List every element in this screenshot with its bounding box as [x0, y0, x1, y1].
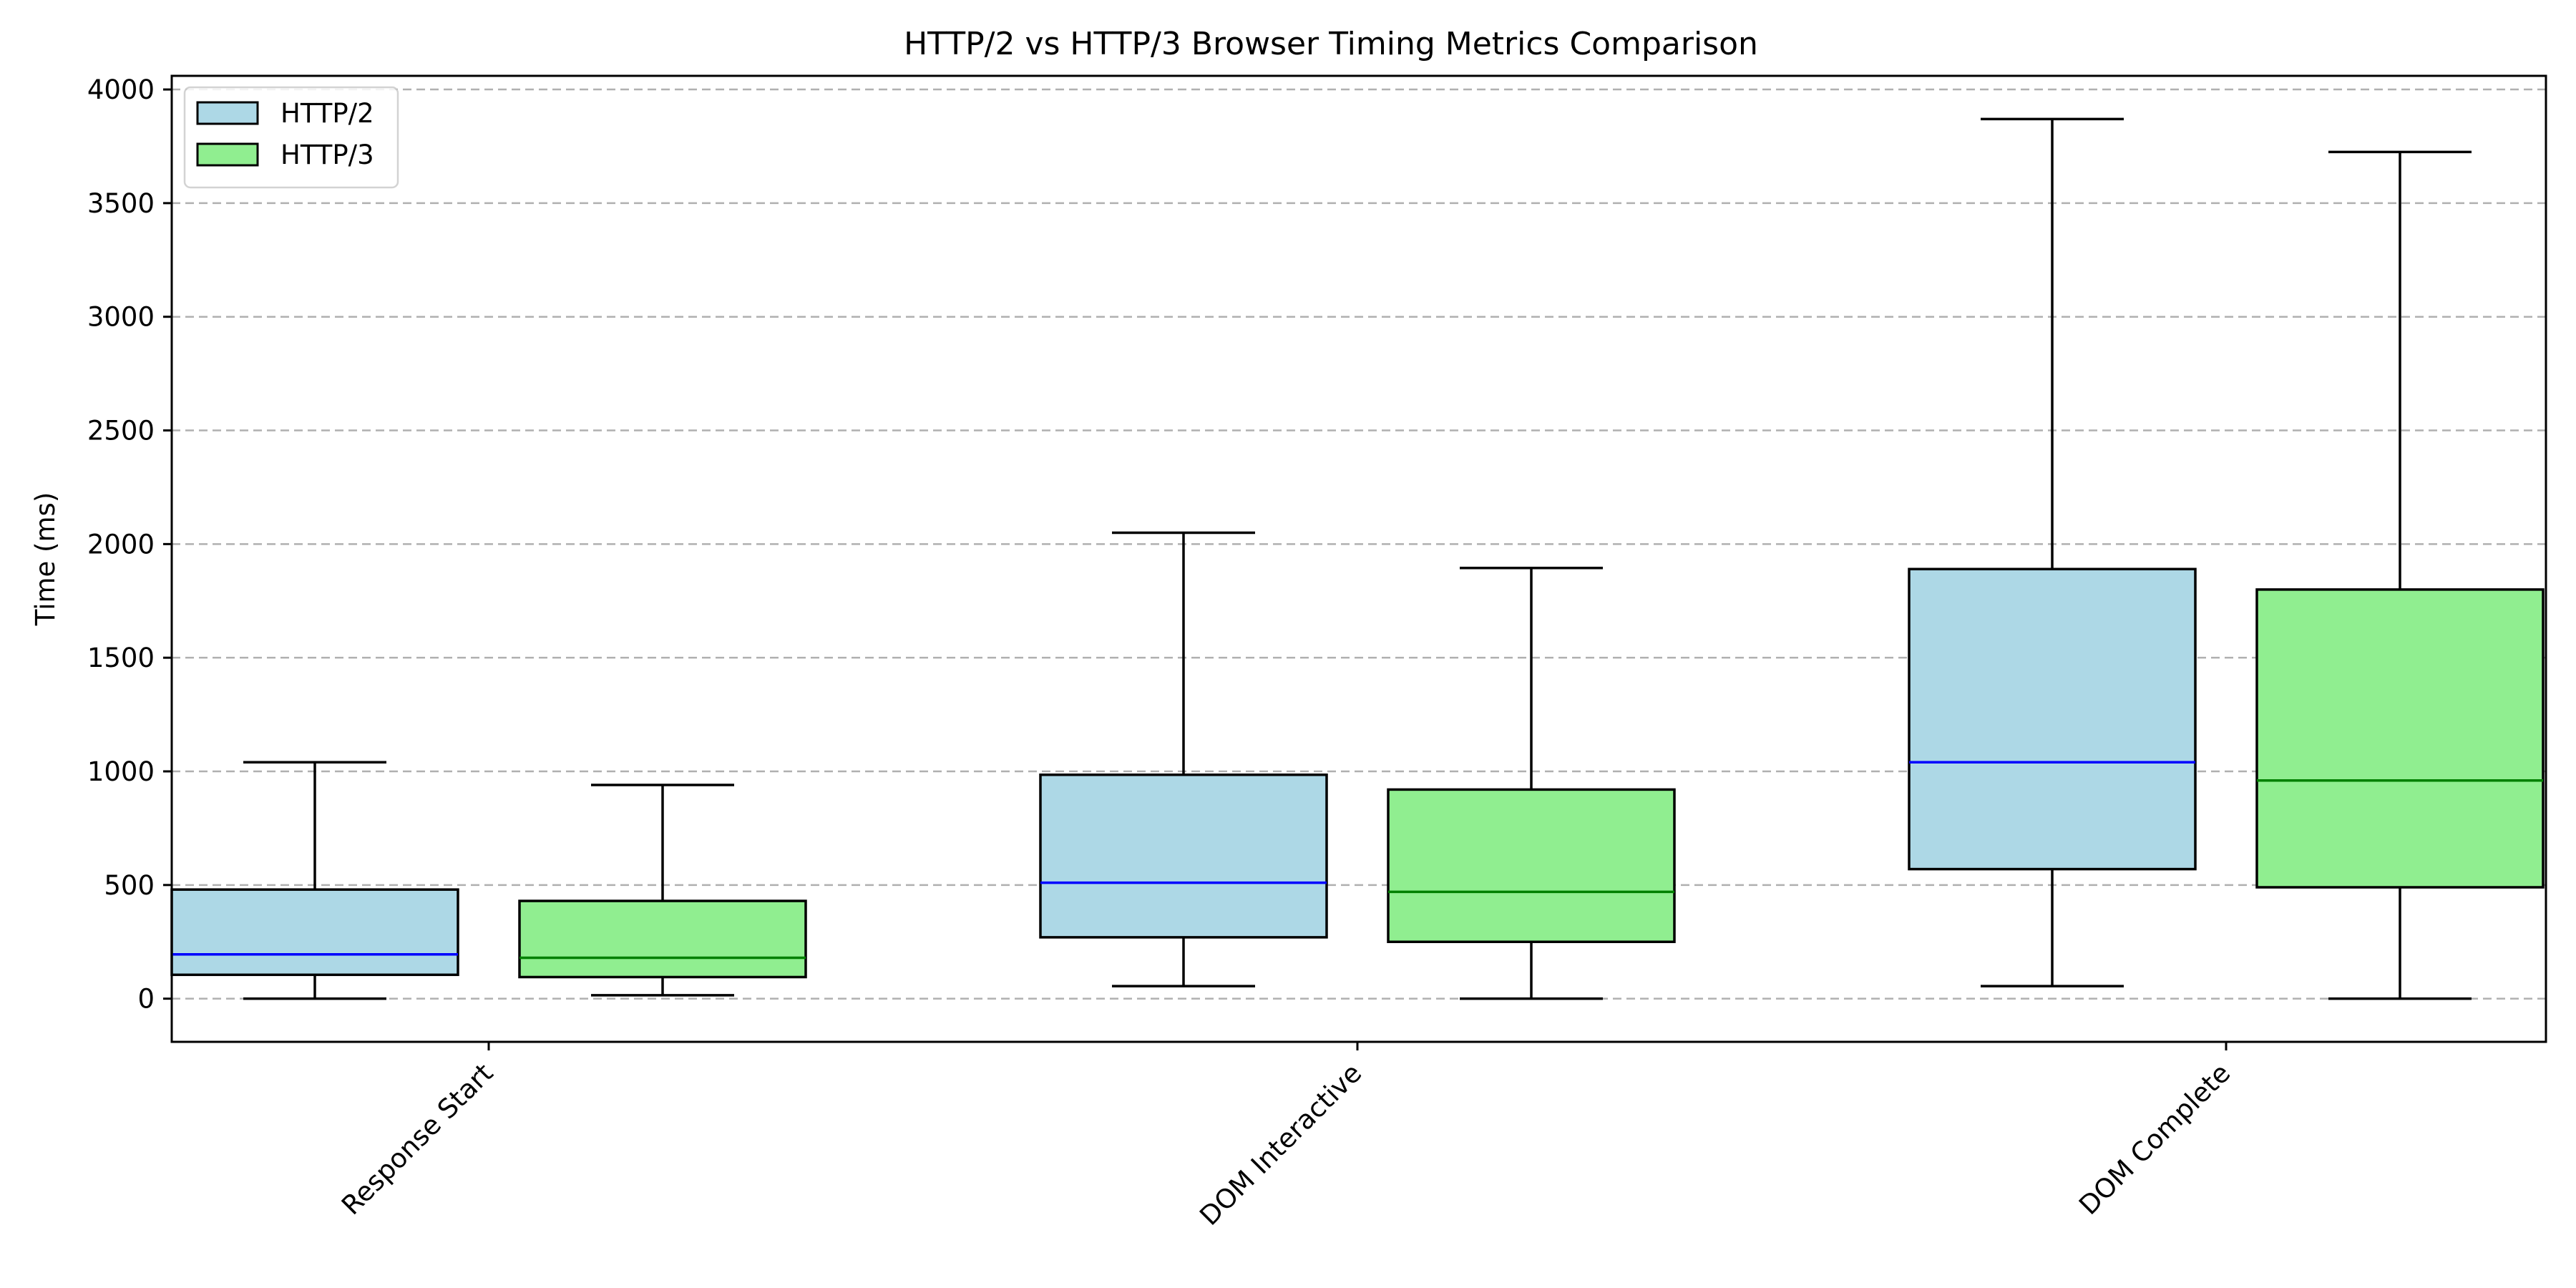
x-axis: Response Start DOM Interactive DOM Complet… — [336, 1042, 2236, 1231]
y-axis-label: Time (ms) — [30, 492, 61, 627]
box-http3-2 — [2255, 150, 2545, 1000]
y-tick-label: 3500 — [87, 188, 155, 219]
y-axis: 0 500 1000 1500 2000 2500 3000 3500 4000 — [87, 74, 172, 1015]
chart-title: HTTP/2 vs HTTP/3 Browser Timing Metrics … — [904, 26, 1758, 62]
iqr-box — [1039, 774, 1328, 939]
iqr-box — [2255, 588, 2545, 889]
y-tick-label: 1000 — [87, 756, 155, 787]
y-tick-label: 3000 — [87, 302, 155, 333]
y-tick-label: 0 — [137, 984, 155, 1015]
box-plots — [170, 117, 2545, 1000]
box-http2-0 — [170, 761, 459, 1000]
legend-label: HTTP/3 — [280, 140, 374, 170]
legend-swatch — [196, 101, 259, 125]
box-http3-0 — [518, 784, 807, 997]
y-tick-label: 1500 — [87, 643, 155, 673]
legend-label: HTTP/2 — [280, 98, 374, 129]
legend-swatch — [196, 142, 259, 167]
x-tick-label-dom-complete: DOM Complete — [2073, 1058, 2236, 1221]
iqr-box — [1387, 788, 1676, 943]
iqr-box — [518, 899, 807, 979]
grid-lines — [172, 88, 2546, 1000]
box-http2-2 — [1908, 117, 2197, 987]
y-tick-label: 2500 — [87, 416, 155, 447]
x-tick-label-response-start: Response Start — [336, 1058, 499, 1221]
y-tick-label: 4000 — [87, 74, 155, 105]
box-http2-1 — [1039, 531, 1328, 987]
iqr-box — [1908, 567, 2197, 871]
box-http3-1 — [1387, 566, 1676, 1000]
iqr-box — [170, 888, 459, 977]
y-tick-label: 500 — [104, 870, 155, 901]
y-tick-label: 2000 — [87, 529, 155, 560]
plot-frame — [170, 74, 2547, 1043]
legend: HTTP/2 HTTP/3 — [183, 86, 399, 189]
x-tick-label-dom-interactive: DOM Interactive — [1194, 1058, 1367, 1231]
